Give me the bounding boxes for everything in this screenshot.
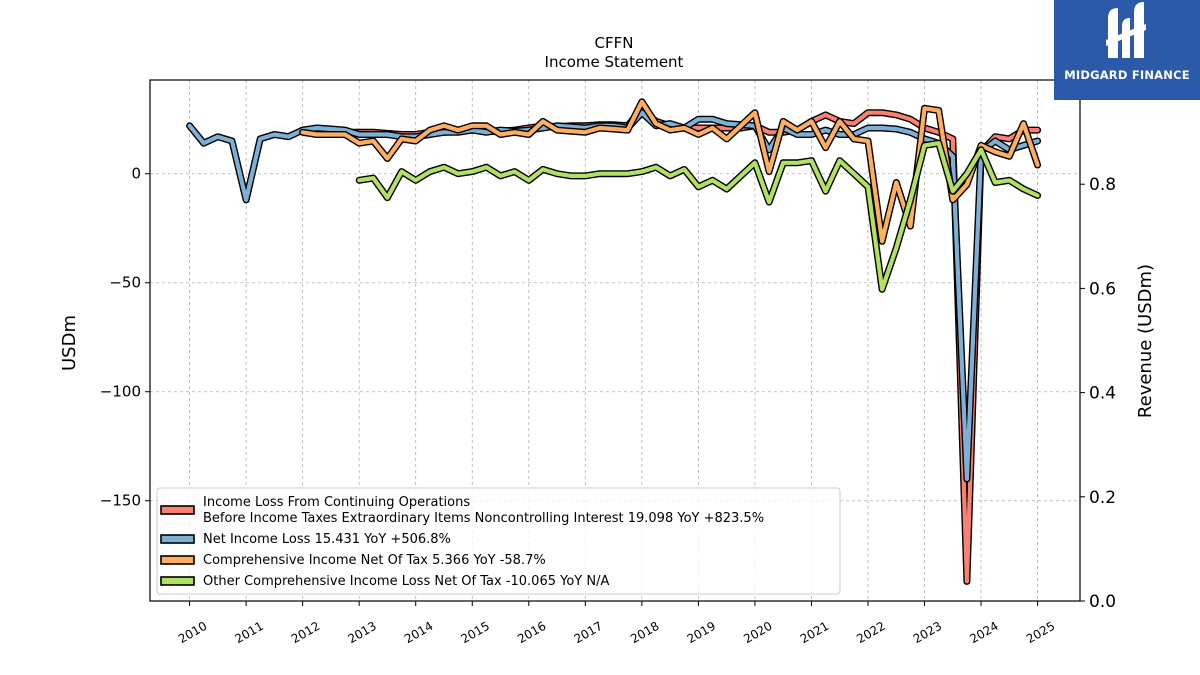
x-tick-label: 2024 — [967, 619, 1000, 646]
legend: Income Loss From Continuing Operations Be… — [156, 487, 841, 595]
x-tick-label: 2017 — [572, 619, 605, 646]
legend-swatch-3 — [160, 555, 195, 565]
legend-label-4: Other Comprehensive Income Loss Net Of T… — [203, 574, 609, 589]
legend-swatch-4 — [160, 576, 195, 586]
x-tick-label: 2015 — [459, 619, 492, 646]
x-tick-label: 2019 — [685, 619, 718, 646]
legend-swatch-2 — [160, 534, 195, 544]
brand-logo: MIDGARD FINANCE — [1054, 0, 1200, 100]
legend-label-3: Comprehensive Income Net Of Tax 5.366 Yo… — [203, 553, 546, 568]
midgard-logo-icon — [1106, 2, 1146, 58]
x-tick-label: 2011 — [232, 619, 265, 646]
x-tick-label: 2025 — [1024, 619, 1057, 646]
series-lines — [186, 98, 1042, 585]
y2-tick-label: 0.6 — [1089, 279, 1116, 299]
legend-label-2: Net Income Loss 15.431 YoY +506.8% — [203, 532, 451, 547]
x-tick-label: 2016 — [515, 619, 548, 646]
legend-swatch-1 — [160, 505, 195, 515]
legend-box — [156, 487, 841, 595]
y-tick-label: −50 — [109, 274, 141, 292]
x-tick-label: 2018 — [628, 619, 661, 646]
x-tick-label: 2023 — [911, 619, 944, 646]
x-tick-label: 2014 — [402, 619, 435, 646]
x-tick-label: 2013 — [345, 619, 378, 646]
legend-label-1: Income Loss From Continuing Operations Be… — [203, 495, 764, 526]
chart-title: CFFN — [595, 34, 634, 52]
series-line-stroke — [357, 141, 1040, 292]
y2-axis-label: Revenue (USDm) — [1135, 264, 1156, 418]
x-tick-label: 2012 — [289, 619, 322, 646]
y2-tick-label: 0.8 — [1089, 175, 1116, 195]
series-line-4 — [355, 139, 1042, 293]
x-tick-label: 2010 — [176, 619, 209, 646]
x-tick-label: 2021 — [798, 619, 831, 646]
series-line-2 — [186, 109, 1042, 483]
series-line-outline — [186, 109, 1042, 483]
y-axis-label: USDm — [59, 315, 80, 371]
x-tick-label: 2020 — [741, 619, 774, 646]
y-tick-label: −150 — [100, 492, 141, 510]
plot-frame — [149, 79, 1081, 602]
chart-subtitle: Income Statement — [545, 53, 684, 71]
x-tick-label: 2022 — [854, 619, 887, 646]
brand-name: MIDGARD FINANCE — [1064, 68, 1190, 82]
y-tick-label: −100 — [100, 383, 141, 401]
y2-tick-label: 0.2 — [1089, 488, 1116, 508]
series-line-stroke — [187, 110, 1040, 481]
y2-tick-label: 0.0 — [1089, 592, 1116, 612]
y2-tick-label: 0.4 — [1089, 384, 1116, 404]
y-tick-label: 0 — [131, 165, 141, 183]
